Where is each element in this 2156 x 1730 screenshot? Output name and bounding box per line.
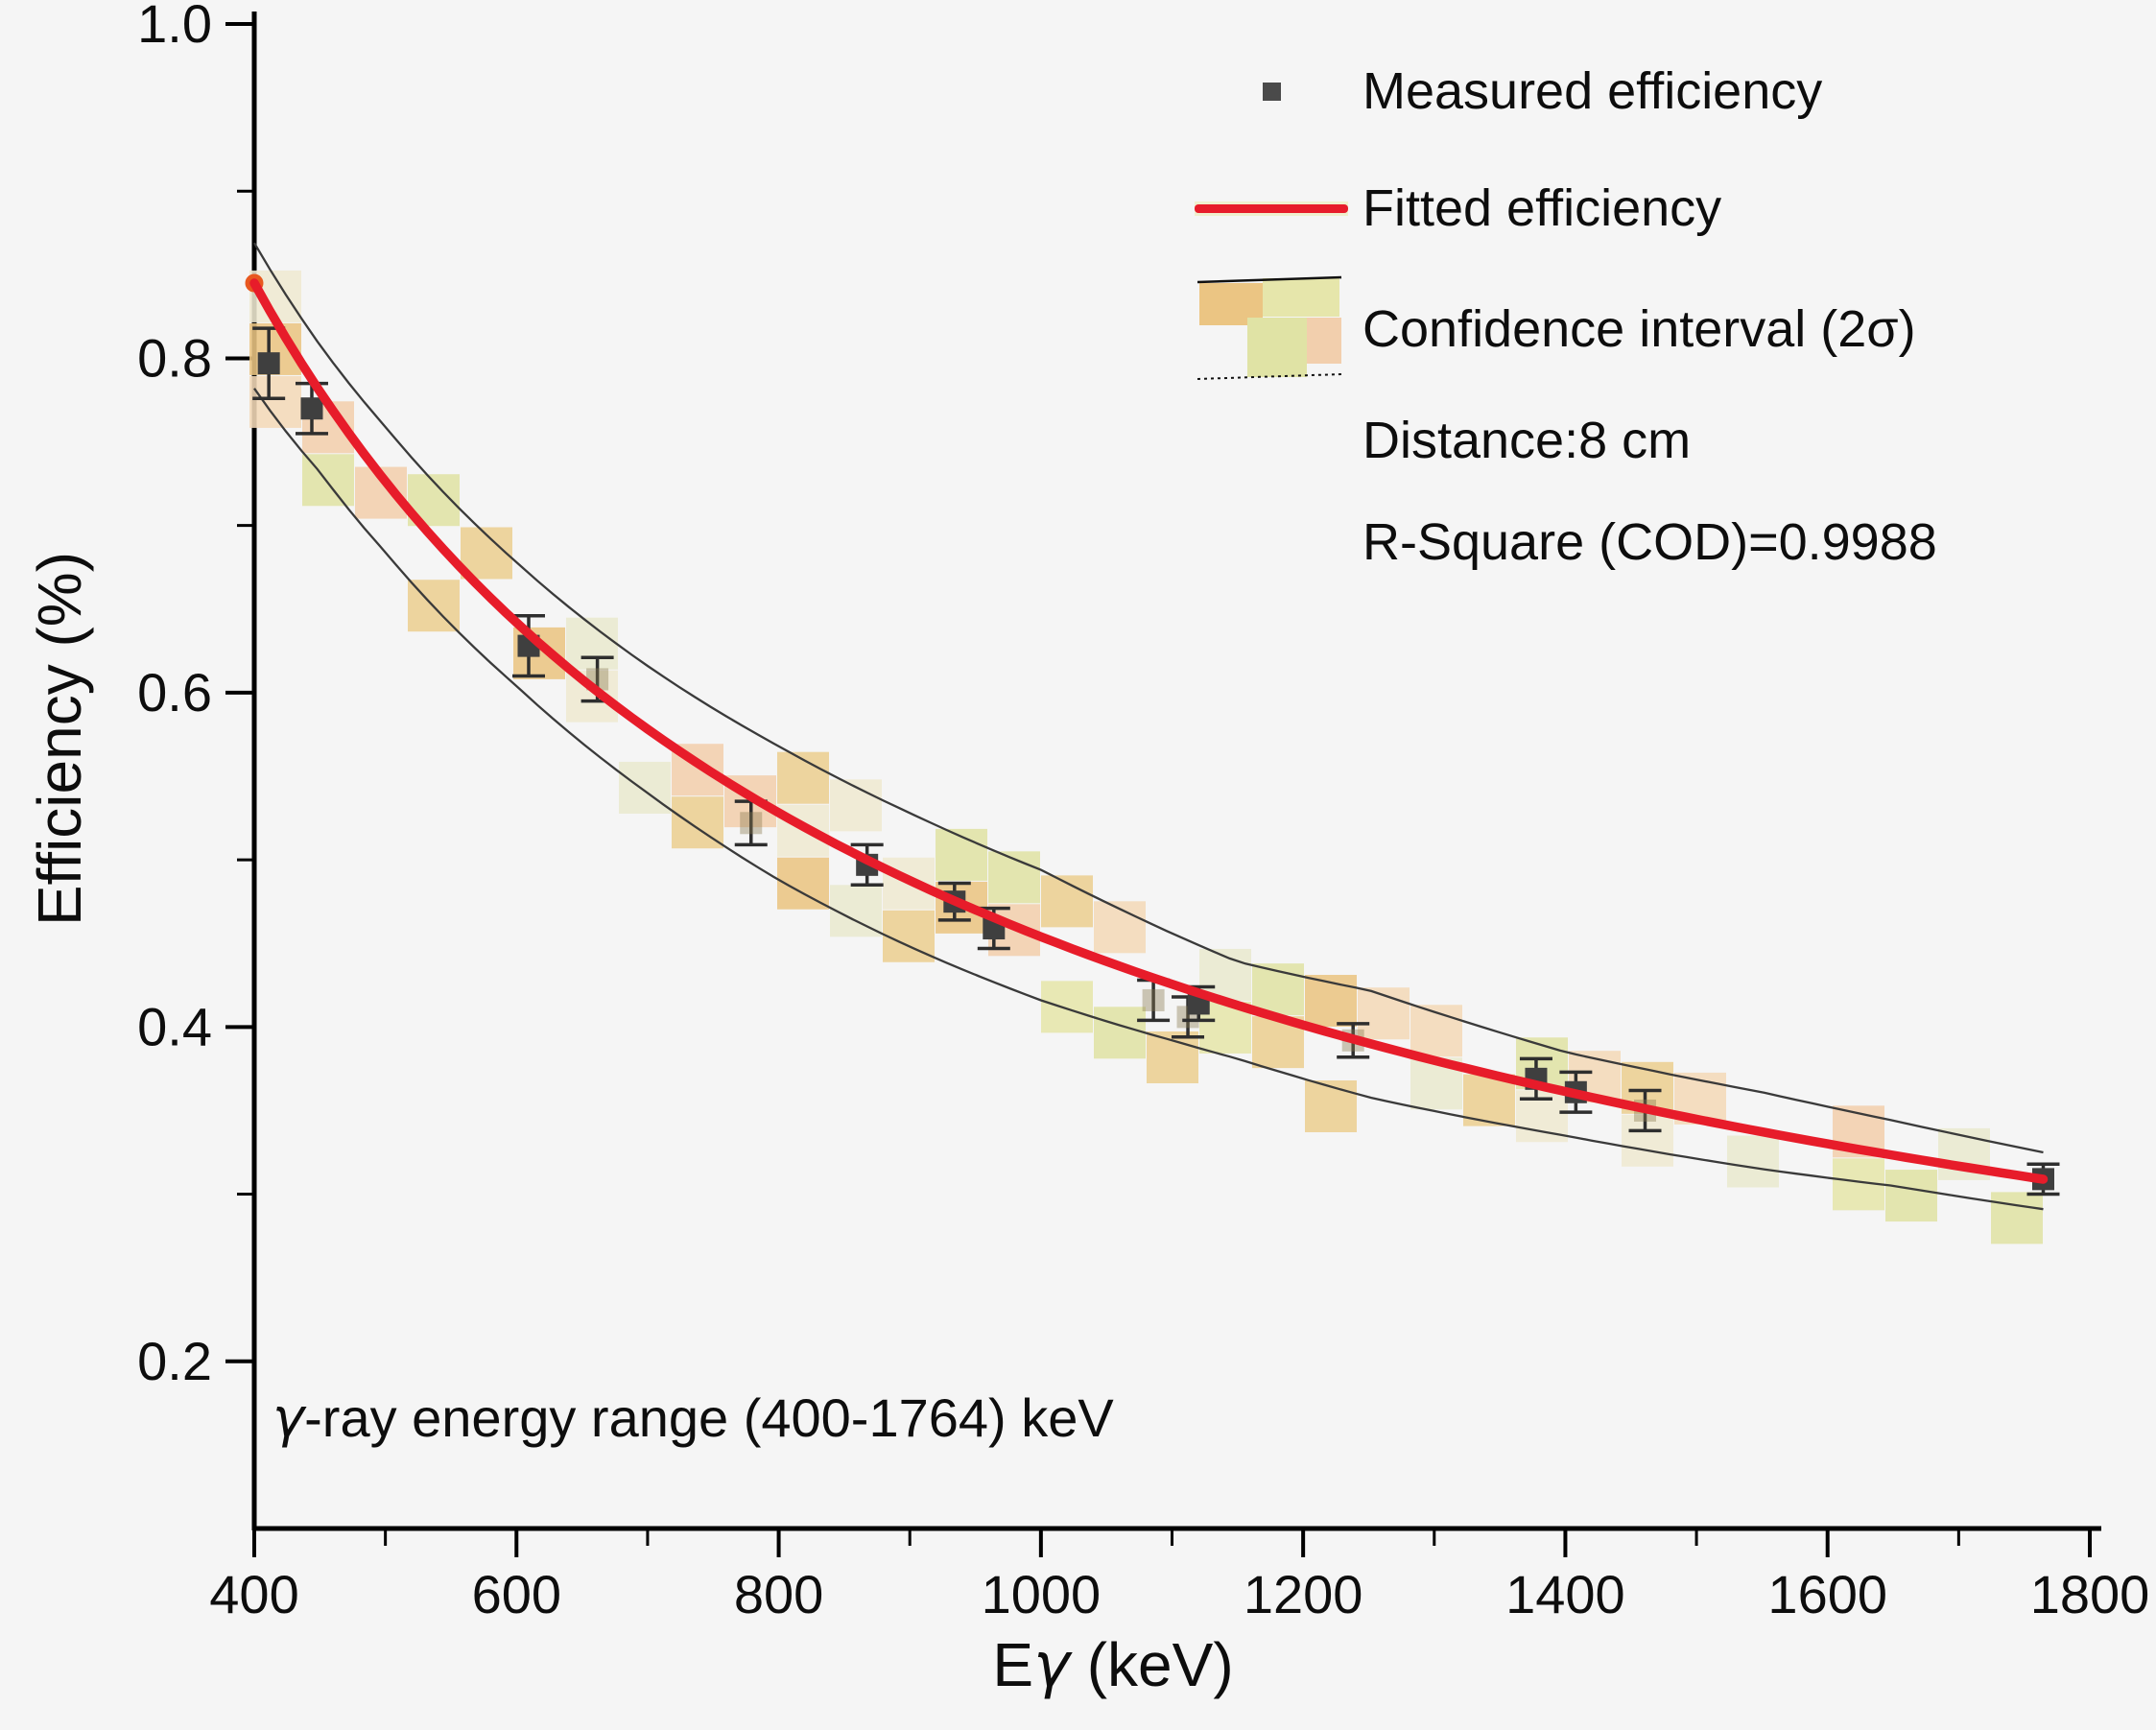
- x-tick-label: 1600: [1767, 1564, 1887, 1624]
- energy-range-text: -ray energy range (400-1764) keV: [304, 1387, 1114, 1448]
- confidence-band-swatch: [1197, 275, 1342, 380]
- x-tick-label: 1400: [1505, 1564, 1625, 1624]
- legend: Measured efficiency Fitted efficiency Co…: [1190, 0, 2149, 614]
- legend-label-distance: Distance:8 cm: [1362, 412, 1692, 469]
- x-tick-label: 1800: [2030, 1564, 2150, 1624]
- fitted-curve: [245, 273, 2049, 1184]
- y-tick-label: 0.2: [137, 1331, 212, 1391]
- marker-square-faint: [740, 812, 763, 835]
- axes: 400 600 800 1000 1200 1400 1600 1800 0.2 0.4 0.6 0.…: [137, 0, 2149, 1624]
- gamma-symbol: γ: [1033, 1630, 1070, 1701]
- data-point: [734, 799, 768, 847]
- x-tick-label: 1200: [1244, 1564, 1363, 1624]
- legend-label-rsquare: R-Square (COD)=0.9988: [1362, 513, 1937, 571]
- y-tick-label: 0.8: [137, 327, 212, 388]
- legend-label-confidence: Confidence interval (2σ): [1362, 300, 1916, 358]
- x-tick-label: 800: [734, 1564, 823, 1624]
- y-tick-label: 1.0: [137, 0, 212, 54]
- y-tick-label: 0.6: [137, 662, 212, 723]
- y-axis-title: Efficiency (%): [25, 551, 94, 927]
- x-axis-title: Eγ (keV): [902, 1629, 1324, 1701]
- marker-square: [300, 397, 323, 420]
- legend-label-measured: Measured efficiency: [1362, 62, 1823, 120]
- x-tick-label: 1000: [982, 1564, 1102, 1624]
- gamma-symbol: γ: [272, 1387, 305, 1450]
- legend-label-fitted: Fitted efficiency: [1362, 179, 1722, 237]
- energy-range-annotation: γ-ray energy range (400-1764) keV: [272, 1386, 1114, 1450]
- data-point: [252, 326, 286, 401]
- marker-square-faint: [1142, 988, 1165, 1011]
- x-axis-title-pre: E: [992, 1630, 1034, 1699]
- x-tick-label: 400: [209, 1564, 298, 1624]
- y-tick-label: 0.4: [137, 996, 212, 1056]
- band-upper-edge: [253, 242, 2044, 1154]
- band-lower-edge: [253, 388, 2044, 1211]
- measured-marker-swatch: [1263, 83, 1281, 101]
- x-axis-title-unit: (keV): [1069, 1630, 1234, 1699]
- x-tick-label: 600: [472, 1564, 561, 1624]
- fitted-line-swatch: [1195, 204, 1348, 213]
- marker-square: [257, 352, 280, 375]
